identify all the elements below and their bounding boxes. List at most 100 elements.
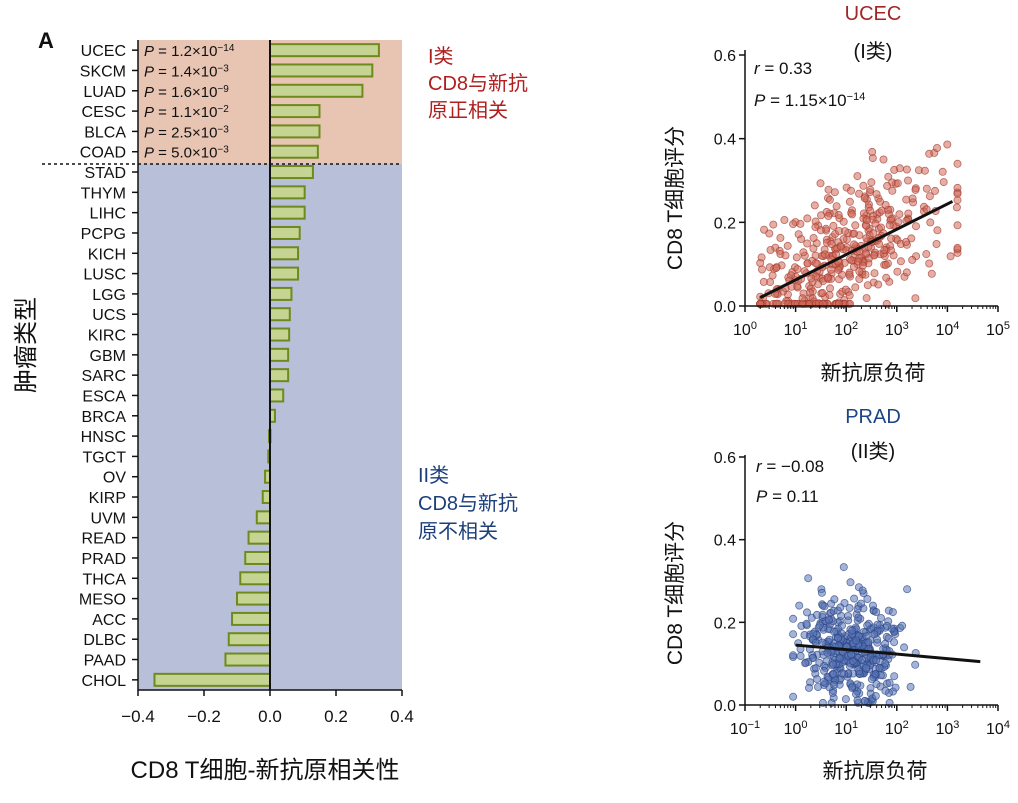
- category-label-kirc: KIRC: [88, 328, 126, 345]
- data-point: [847, 186, 856, 195]
- data-point: [903, 585, 912, 594]
- category-label-cesc: CESC: [82, 104, 126, 121]
- data-point: [855, 667, 864, 676]
- data-point: [845, 604, 854, 613]
- data-point: [769, 220, 778, 229]
- data-point: [890, 638, 899, 647]
- bar-thca: [239, 571, 272, 586]
- data-point: [768, 271, 777, 280]
- data-point: [885, 678, 894, 687]
- category-label-kich: KICH: [88, 246, 126, 263]
- data-point: [881, 639, 890, 648]
- data-point: [845, 197, 854, 206]
- p-value-blca: P = 2.5×10−3: [144, 124, 229, 142]
- bar-lihc: [269, 205, 306, 220]
- x-tick-label: 101: [784, 320, 808, 339]
- category-label-ov: OV: [103, 470, 126, 487]
- x-tick-label: 100: [784, 719, 808, 738]
- category-label-stad: STAD: [85, 165, 126, 182]
- category-label-acc: ACC: [92, 612, 126, 629]
- data-point: [824, 211, 833, 220]
- data-point: [847, 650, 856, 659]
- data-point: [813, 675, 822, 684]
- data-point: [854, 613, 863, 622]
- data-point: [828, 688, 837, 697]
- data-point: [895, 164, 904, 173]
- data-point: [887, 246, 896, 255]
- y-ticks: 0.0 0.2 0.4 0.6: [714, 48, 745, 316]
- data-point: [863, 621, 872, 630]
- data-point: [859, 181, 868, 190]
- data-point: [881, 659, 890, 668]
- data-point: [939, 178, 948, 187]
- data-point: [811, 259, 820, 268]
- category-label-pcpg: PCPG: [81, 226, 126, 243]
- x-tick-label: 103: [885, 320, 909, 339]
- data-point: [818, 638, 827, 647]
- data-point: [922, 250, 931, 259]
- x-tick-label: 0.0: [258, 707, 282, 726]
- data-point: [852, 636, 861, 645]
- y-tick-label: 0.6: [714, 450, 736, 467]
- group-1-desc-line2: 原正相关: [428, 99, 508, 122]
- data-point: [931, 186, 940, 195]
- group-1-name: I类: [428, 45, 454, 68]
- y-axis-title: 肿瘤类型: [13, 297, 40, 393]
- category-label-esca: ESCA: [82, 388, 126, 405]
- data-point: [792, 253, 801, 262]
- data-point: [765, 229, 774, 238]
- data-point: [885, 221, 894, 230]
- bar-meso: [236, 591, 271, 606]
- data-point: [841, 695, 850, 704]
- p-value-coad: P = 5.0×10−3: [144, 144, 229, 162]
- data-point: [902, 195, 911, 204]
- x-tick-label: 105: [986, 320, 1010, 339]
- data-point: [818, 601, 827, 610]
- data-point: [793, 265, 802, 274]
- data-point: [795, 601, 804, 610]
- data-point: [867, 178, 876, 187]
- bar-luad: [269, 83, 364, 98]
- data-point: [803, 608, 812, 617]
- data-point: [819, 677, 828, 686]
- bar-chol: [153, 672, 271, 687]
- data-point: [911, 660, 920, 669]
- data-point: [802, 619, 811, 628]
- data-point: [789, 630, 798, 639]
- data-point: [871, 219, 880, 228]
- y-axis-title: CD8 T细胞评分: [664, 521, 687, 665]
- data-point: [926, 218, 935, 227]
- data-point: [862, 216, 871, 225]
- data-point: [904, 176, 913, 185]
- data-point: [872, 608, 881, 617]
- data-point: [834, 210, 843, 219]
- data-point: [818, 288, 827, 297]
- data-point: [925, 259, 934, 268]
- y-tick-label: 0.0: [714, 698, 736, 715]
- x-tick-label: −0.2: [187, 707, 221, 726]
- data-point: [851, 221, 860, 230]
- data-point: [860, 697, 869, 706]
- data-point: [858, 586, 867, 595]
- scatter-points: [756, 140, 962, 308]
- category-label-thca: THCA: [82, 571, 126, 588]
- data-point: [823, 273, 832, 282]
- bar-acc: [231, 611, 272, 626]
- category-label-thym: THYM: [81, 185, 126, 202]
- data-point: [776, 233, 785, 242]
- bar-coad: [269, 144, 319, 159]
- x-ticks: 100 101 102 103 104 105: [733, 306, 1010, 339]
- bar-esca: [269, 388, 285, 403]
- x-tick-label: 104: [935, 320, 959, 339]
- data-point: [953, 189, 962, 198]
- data-point: [827, 240, 836, 249]
- data-point: [830, 595, 839, 604]
- data-point: [891, 683, 900, 692]
- scatter-title: PRAD: [845, 406, 901, 428]
- data-point: [811, 664, 820, 673]
- category-label-tgct: TGCT: [82, 449, 126, 466]
- data-point: [789, 651, 798, 660]
- fit-line: [759, 200, 954, 299]
- x-tick-label: 103: [935, 719, 959, 738]
- group-2-desc-line1: CD8与新抗: [418, 492, 518, 515]
